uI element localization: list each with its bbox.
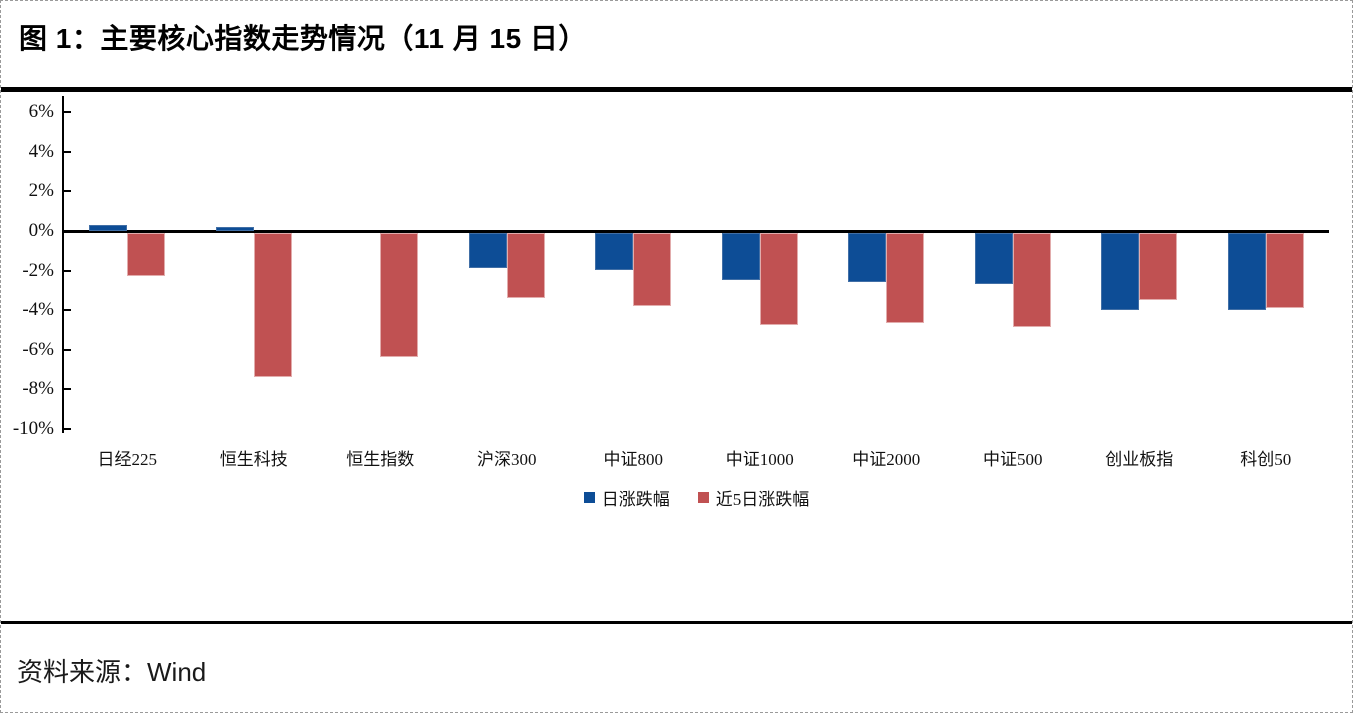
y-tick-label: -2% [22, 259, 54, 281]
legend-swatch-icon [583, 492, 595, 503]
bar-5day-change [1012, 232, 1051, 328]
legend-label: 日涨跌幅 [601, 490, 670, 509]
bar-daily-change [721, 232, 760, 280]
y-tick-label: -8% [22, 378, 54, 400]
bar-daily-change [215, 227, 254, 231]
bar-daily-change [595, 232, 634, 271]
bar-daily-change [1101, 232, 1140, 310]
bar-5day-change [633, 232, 672, 306]
bar-5day-change [380, 232, 419, 358]
y-tick-label: -4% [22, 299, 54, 321]
bar-5day-change [886, 232, 925, 324]
bar-5day-change [1265, 232, 1304, 308]
y-axis-tick [64, 427, 71, 430]
x-category-label: 中证500 [983, 450, 1043, 469]
bar-5day-change [253, 232, 292, 377]
x-category-label: 中证2000 [852, 450, 921, 469]
figure-title: 图 1：主要核心指数走势情况（11 月 15 日） [19, 23, 587, 54]
bar-5day-change [127, 232, 166, 276]
x-category-label: 中证1000 [725, 450, 794, 469]
bar-5day-change [1139, 232, 1178, 300]
source-divider-rule [1, 621, 1352, 624]
source-label: 资料来源：Wind [17, 657, 207, 687]
y-tick-label: 4% [28, 140, 54, 162]
bar-daily-change [89, 225, 128, 231]
bar-daily-change [468, 232, 507, 269]
legend-item-daily: 日涨跌幅 [583, 485, 670, 510]
x-category-label: 恒生科技 [219, 450, 288, 469]
legend-item-5day: 近5日涨跌幅 [697, 485, 810, 510]
y-tick-label: 0% [28, 220, 54, 241]
x-category-label: 恒生指数 [346, 450, 415, 469]
y-axis-line [62, 96, 64, 433]
zero-axis-line [62, 230, 1329, 233]
bar-daily-change [1227, 232, 1266, 310]
chart-legend: 日涨跌幅 近5日涨跌幅 [64, 485, 1329, 510]
bar-5day-change [506, 232, 545, 298]
legend-swatch-icon [697, 492, 709, 503]
y-axis-tick [64, 269, 71, 272]
y-axis-tick [64, 388, 71, 391]
y-axis-tick [64, 150, 71, 153]
y-tick-label: -10% [12, 417, 54, 439]
y-tick-label: 2% [28, 180, 54, 202]
x-category-label: 日经225 [97, 450, 158, 469]
legend-label: 近5日涨跌幅 [715, 490, 810, 509]
x-category-label: 科创50 [1240, 450, 1292, 469]
y-axis-tick [64, 348, 71, 351]
y-axis-tick [64, 111, 71, 114]
x-category-label: 沪深300 [477, 450, 537, 469]
bar-daily-change [974, 232, 1013, 284]
bar-daily-change [848, 232, 887, 282]
y-tick-label: -6% [22, 338, 54, 360]
bar-5day-change [759, 232, 798, 326]
y-axis-tick [64, 190, 71, 193]
x-category-label: 创业板指 [1105, 450, 1174, 469]
y-axis-tick [64, 309, 71, 312]
title-divider-rule [1, 87, 1352, 92]
y-tick-label: 6% [28, 101, 54, 123]
x-category-label: 中证800 [603, 450, 664, 469]
